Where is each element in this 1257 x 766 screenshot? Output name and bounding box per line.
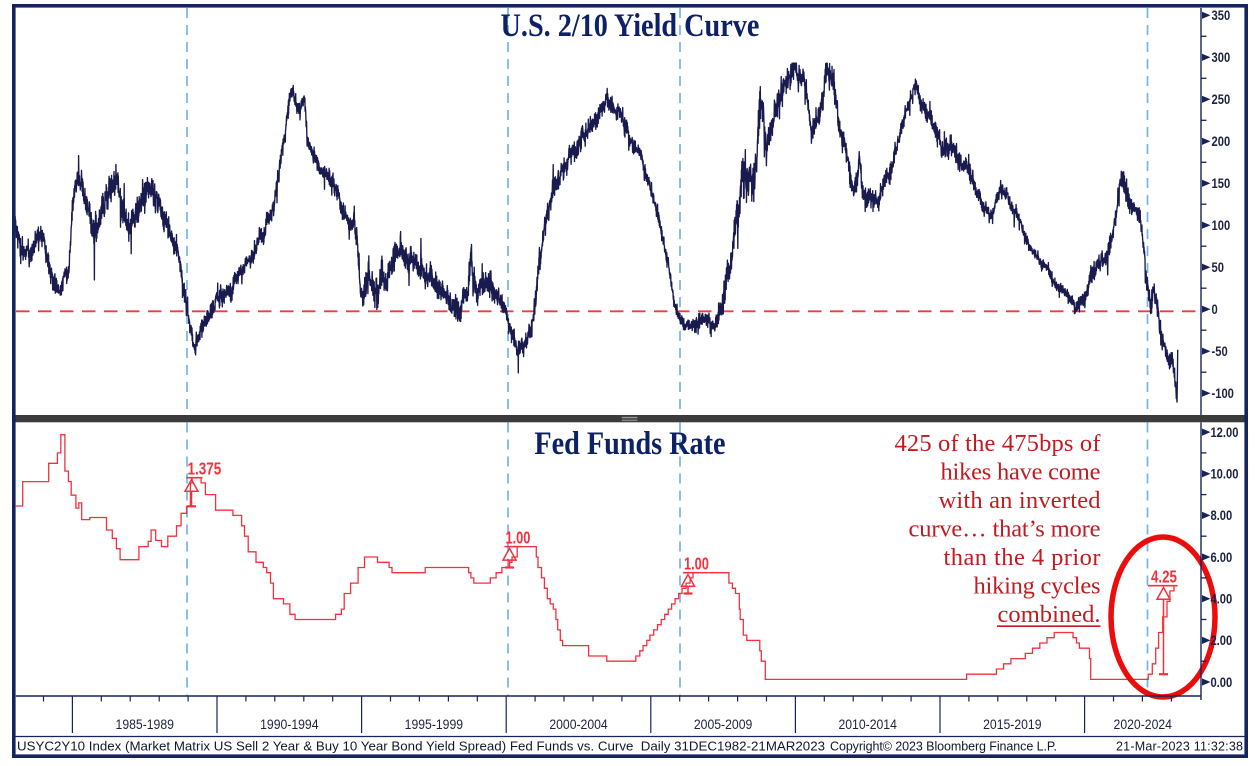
svg-text:200: 200 [1212, 134, 1231, 149]
svg-text:1.00: 1.00 [506, 528, 531, 547]
svg-text:12.00: 12.00 [1210, 425, 1238, 440]
svg-text:350: 350 [1212, 8, 1231, 23]
svg-text:curve… that’s more: curve… that’s more [909, 516, 1101, 543]
svg-text:-100: -100 [1212, 386, 1234, 401]
svg-text:with an inverted: with an inverted [939, 487, 1101, 514]
svg-text:1.375: 1.375 [187, 460, 221, 479]
svg-text:4.25: 4.25 [1151, 568, 1177, 587]
svg-text:-50: -50 [1212, 344, 1228, 359]
svg-text:0.00: 0.00 [1210, 675, 1232, 690]
svg-text:100: 100 [1212, 218, 1231, 233]
svg-text:4.00: 4.00 [1210, 591, 1232, 606]
svg-text:425 of the 475bps of: 425 of the 475bps of [895, 430, 1102, 457]
svg-text:USYC2Y10 Index (Market Matrix: USYC2Y10 Index (Market Matrix US Sell 2 … [17, 739, 825, 754]
svg-text:2015-2019: 2015-2019 [983, 716, 1041, 732]
svg-text:1995-1999: 1995-1999 [405, 716, 463, 732]
svg-text:Copyright© 2023 Bloomberg Fina: Copyright© 2023 Bloomberg Finance L.P. [830, 740, 1057, 754]
svg-text:6.00: 6.00 [1210, 550, 1232, 565]
svg-text:10.00: 10.00 [1210, 466, 1238, 481]
svg-text:hiking cycles: hiking cycles [974, 573, 1101, 600]
svg-text:combined.: combined. [998, 601, 1101, 628]
svg-text:250: 250 [1212, 92, 1231, 107]
svg-text:150: 150 [1212, 176, 1231, 191]
svg-text:U.S. 2/10 Yield Curve: U.S. 2/10 Yield Curve [501, 7, 760, 44]
svg-text:8.00: 8.00 [1210, 508, 1232, 523]
svg-text:Fed Funds Rate: Fed Funds Rate [534, 425, 725, 462]
svg-text:2005-2009: 2005-2009 [694, 716, 752, 732]
svg-text:than the 4 prior: than the 4 prior [944, 544, 1101, 571]
svg-text:hikes have come: hikes have come [941, 459, 1101, 486]
svg-text:21-Mar-2023 11:32:38: 21-Mar-2023 11:32:38 [1116, 740, 1243, 754]
svg-text:2010-2014: 2010-2014 [838, 716, 896, 732]
svg-text:0: 0 [1212, 302, 1218, 317]
svg-text:50: 50 [1212, 260, 1224, 275]
svg-text:2020-2024: 2020-2024 [1114, 716, 1172, 732]
svg-text:2000-2004: 2000-2004 [549, 716, 607, 732]
svg-text:1985-1989: 1985-1989 [116, 716, 174, 732]
svg-text:1.00: 1.00 [684, 555, 709, 574]
svg-text:2.00: 2.00 [1210, 633, 1232, 648]
svg-text:1990-1994: 1990-1994 [260, 716, 318, 732]
svg-text:300: 300 [1212, 50, 1231, 65]
